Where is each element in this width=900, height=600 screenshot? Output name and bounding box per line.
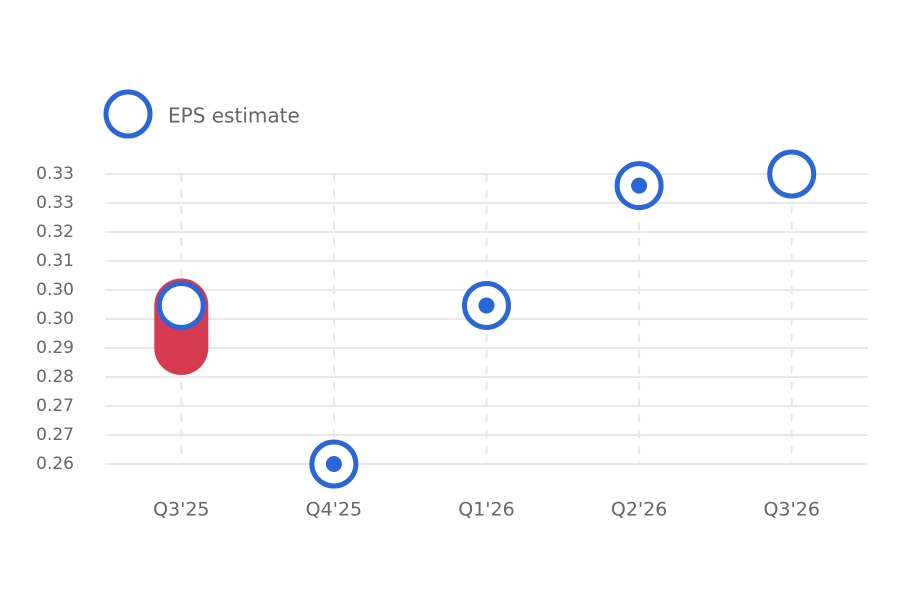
x-tick-label: Q2'26 xyxy=(611,499,667,521)
x-tick-label: Q1'26 xyxy=(458,499,514,521)
y-tick-label: 0.27 xyxy=(36,425,74,445)
x-tick-label: Q4'25 xyxy=(306,499,362,521)
estimate-marker xyxy=(767,149,817,199)
y-tick-label: 0.27 xyxy=(36,396,74,416)
x-tick-label: Q3'26 xyxy=(763,499,819,521)
actual-dot xyxy=(325,456,342,472)
legend-marker xyxy=(103,89,153,139)
y-tick-label: 0.32 xyxy=(36,222,74,242)
y-tick-label: 0.26 xyxy=(36,454,74,474)
y-tick-label: 0.33 xyxy=(36,164,74,184)
estimate-marker xyxy=(156,280,206,330)
y-tick-label: 0.33 xyxy=(36,193,74,213)
y-tick-label: 0.30 xyxy=(36,280,74,300)
x-tick-label: Q3'25 xyxy=(153,499,209,521)
y-tick-label: 0.30 xyxy=(36,309,74,329)
legend-label: EPS estimate xyxy=(168,104,300,128)
y-tick-label: 0.29 xyxy=(36,338,74,358)
actual-dot xyxy=(478,297,495,314)
actual-dot xyxy=(631,177,648,194)
y-tick-label: 0.31 xyxy=(36,251,74,271)
y-tick-label: 0.28 xyxy=(36,367,74,387)
